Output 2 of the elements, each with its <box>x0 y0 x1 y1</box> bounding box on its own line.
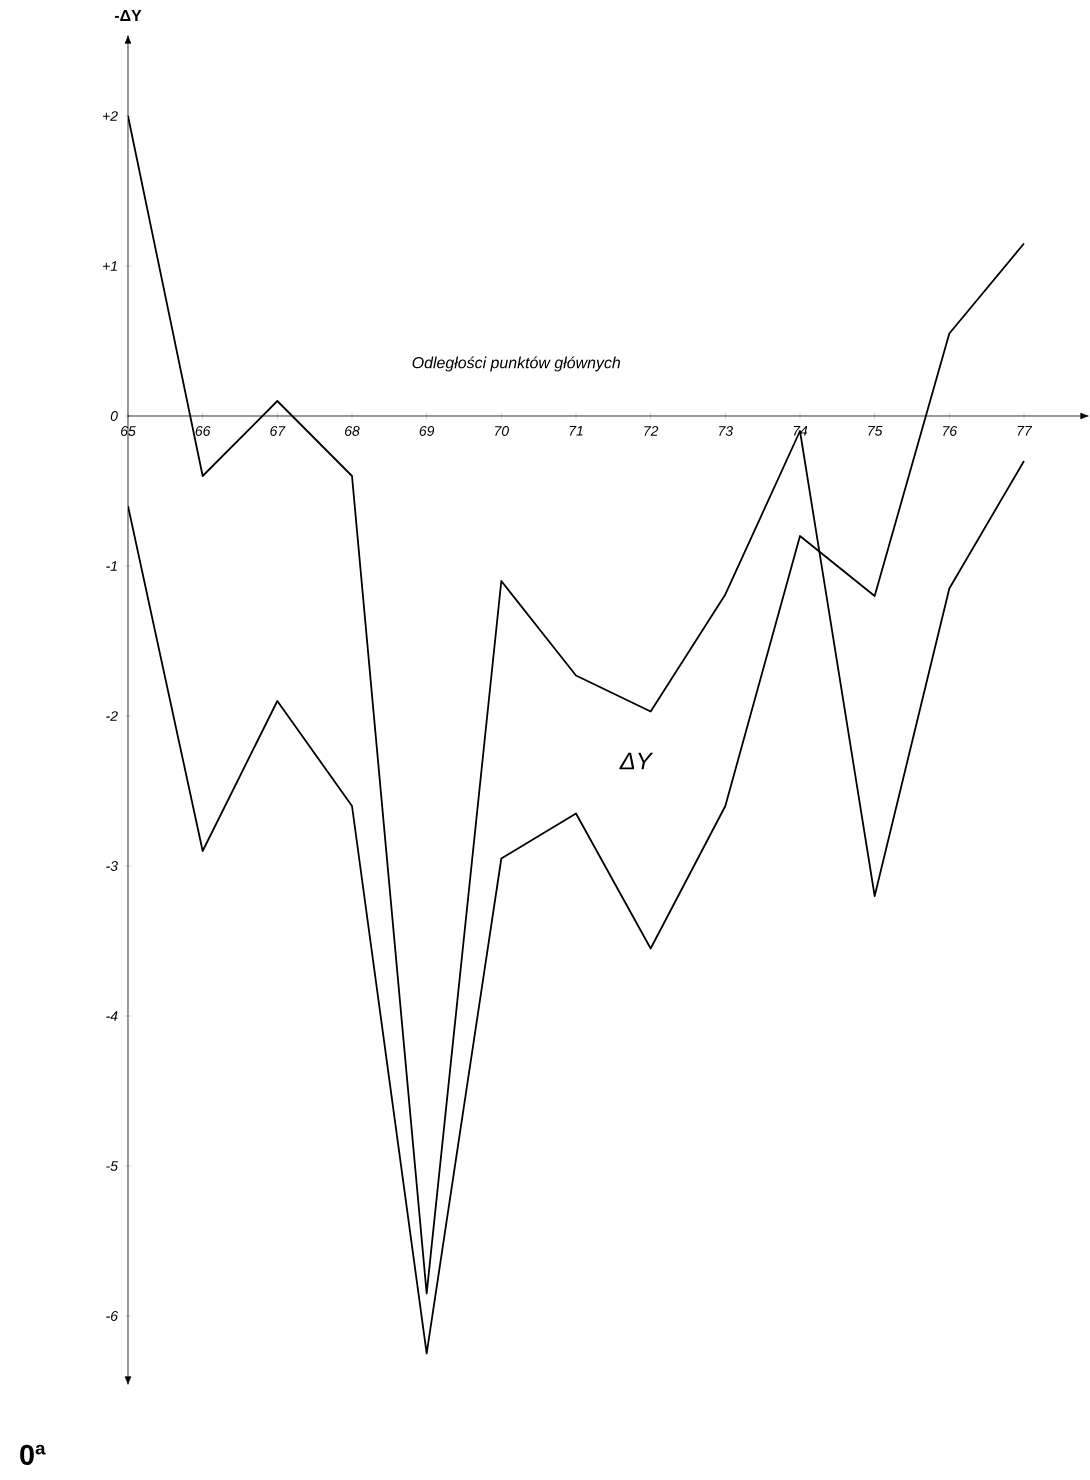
annotation: ΔY <box>619 752 654 770</box>
text: 0ª <box>20 1444 46 1465</box>
